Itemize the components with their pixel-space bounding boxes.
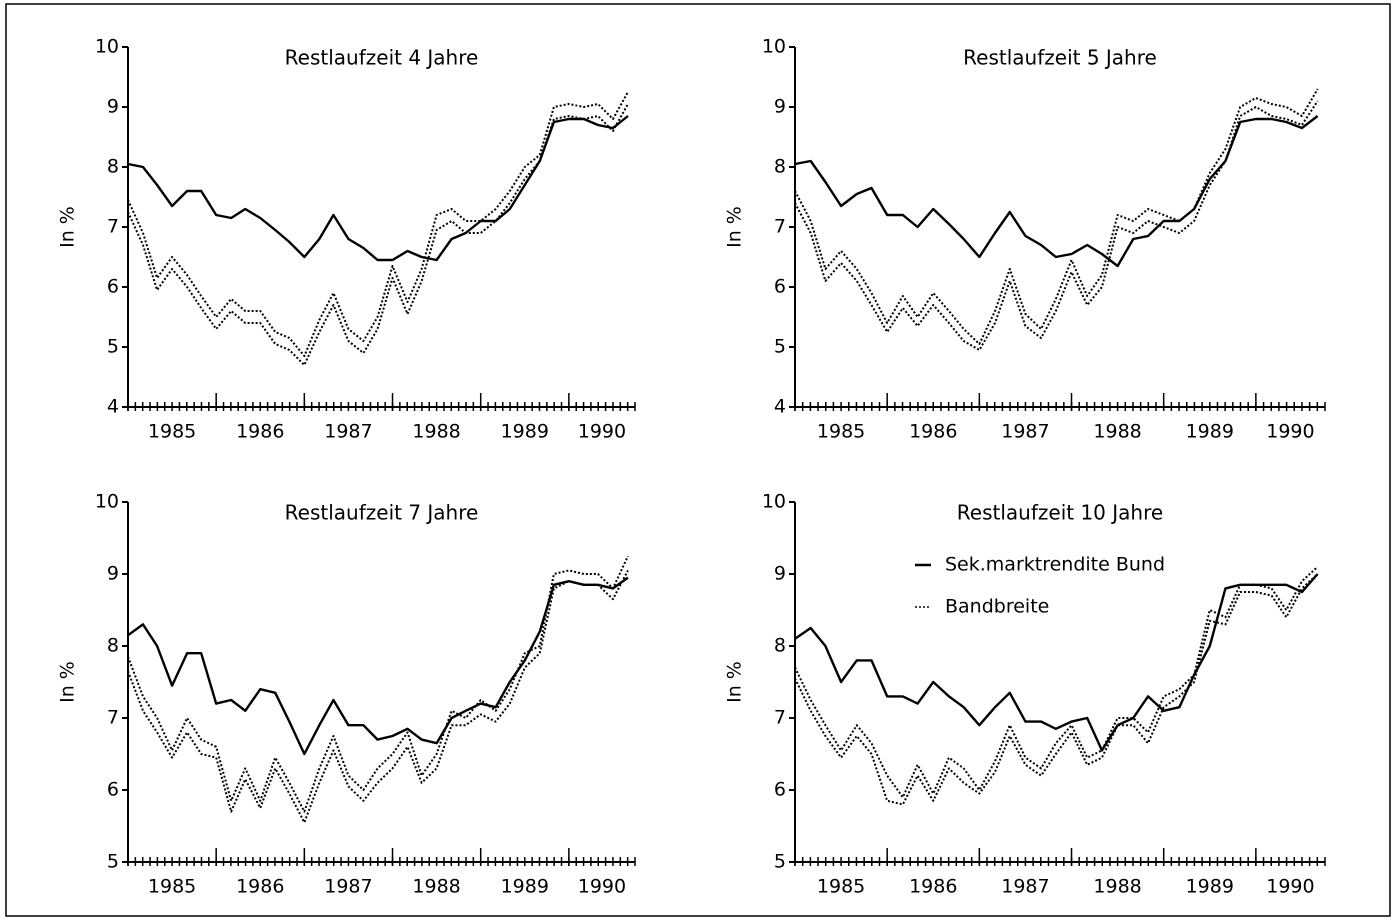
y-tick-label: 5: [107, 851, 119, 873]
x-tick-label: 1988: [412, 421, 460, 443]
x-tick-label: 1986: [236, 421, 284, 443]
y-tick-label: 7: [774, 216, 786, 238]
y-tick-label: 4: [774, 396, 786, 418]
y-tick-label: 5: [774, 851, 786, 873]
x-tick-label: 1990: [1266, 421, 1314, 443]
x-tick-label: 1990: [578, 421, 626, 443]
x-tick-label: 1990: [1266, 876, 1314, 898]
y-tick-label: 10: [95, 491, 119, 513]
yield-line: [794, 573, 1319, 752]
band-line: [127, 103, 629, 366]
y-tick-label: 6: [774, 779, 786, 801]
band-line: [127, 91, 629, 357]
y-tick-label: 10: [762, 491, 786, 513]
y-tick-label: 4: [107, 396, 119, 418]
band-line: [127, 569, 629, 824]
yield-line: [794, 115, 1319, 268]
y-tick-label: 6: [107, 779, 119, 801]
y-axis-label: In %: [57, 661, 79, 703]
y-tick-label: 5: [107, 336, 119, 358]
x-tick-label: 1988: [1093, 876, 1141, 898]
panel-title: Restlaufzeit 10 Jahre: [957, 501, 1163, 525]
y-tick-label: 8: [107, 635, 119, 657]
x-tick-label: 1989: [501, 876, 549, 898]
x-tick-label: 1989: [1186, 421, 1234, 443]
y-tick-label: 10: [95, 36, 119, 58]
x-tick-label: 1989: [1186, 876, 1234, 898]
x-tick-label: 1986: [909, 421, 957, 443]
y-tick-label: 9: [774, 96, 786, 118]
yield-line: [127, 115, 629, 262]
y-tick-label: 9: [774, 563, 786, 585]
legend-label: Bandbreite: [945, 596, 1049, 618]
band-line: [794, 566, 1319, 799]
band-line: [794, 573, 1319, 806]
y-axis-label: In %: [724, 206, 746, 248]
x-tick-label: 1990: [578, 876, 626, 898]
yield-line: [127, 576, 629, 756]
band-line: [794, 100, 1319, 351]
x-tick-label: 1988: [412, 876, 460, 898]
y-tick-label: 6: [774, 276, 786, 298]
x-tick-label: 1987: [1001, 421, 1049, 443]
legend-label: Sek.marktrendite Bund: [945, 554, 1165, 576]
figure-border: [5, 3, 1391, 917]
y-tick-label: 9: [107, 563, 119, 585]
y-tick-label: 7: [107, 707, 119, 729]
x-tick-label: 1986: [909, 876, 957, 898]
x-tick-label: 1985: [148, 421, 196, 443]
y-tick-label: 8: [774, 635, 786, 657]
y-tick-label: 10: [762, 36, 786, 58]
y-tick-label: 7: [774, 707, 786, 729]
band-line: [127, 555, 629, 813]
x-tick-label: 1989: [501, 421, 549, 443]
x-tick-label: 1986: [236, 876, 284, 898]
band-line: [794, 88, 1319, 345]
y-tick-label: 6: [107, 276, 119, 298]
y-tick-label: 5: [774, 336, 786, 358]
x-tick-label: 1987: [324, 421, 372, 443]
x-tick-label: 1985: [817, 876, 865, 898]
y-tick-label: 8: [107, 156, 119, 178]
x-tick-label: 1985: [817, 421, 865, 443]
y-axis-label: In %: [57, 206, 79, 248]
y-tick-label: 8: [774, 156, 786, 178]
panel-title: Restlaufzeit 4 Jahre: [285, 46, 479, 70]
x-tick-label: 1987: [324, 876, 372, 898]
y-axis-label: In %: [724, 661, 746, 703]
x-tick-label: 1985: [148, 876, 196, 898]
panel-title: Restlaufzeit 5 Jahre: [963, 46, 1157, 70]
y-tick-label: 9: [107, 96, 119, 118]
y-tick-label: 7: [107, 216, 119, 238]
x-tick-label: 1988: [1093, 421, 1141, 443]
x-tick-label: 1987: [1001, 876, 1049, 898]
panel-title: Restlaufzeit 7 Jahre: [285, 501, 479, 525]
